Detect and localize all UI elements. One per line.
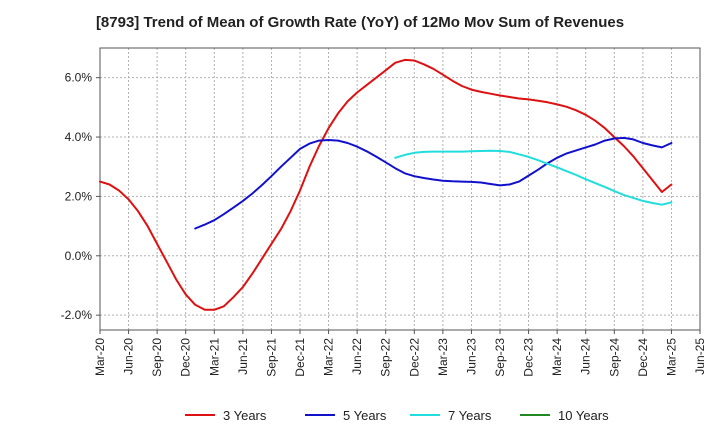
x-tick-label: Mar-21 (207, 338, 221, 376)
x-tick-label: Mar-25 (664, 338, 678, 376)
plot-frame (99, 47, 701, 331)
x-tick-label: Jun-23 (464, 338, 478, 375)
plot-area (100, 48, 700, 330)
x-tick-label: Jun-20 (122, 338, 136, 375)
x-tick-label: Sep-23 (493, 338, 507, 377)
legend-label-3-years: 3 Years (223, 408, 267, 423)
x-tick-label: Mar-22 (322, 338, 336, 376)
x-tick-label: Mar-20 (93, 338, 107, 376)
x-tick-label: Dec-24 (636, 338, 650, 377)
x-tick-label: Jun-21 (236, 338, 250, 375)
x-tick-label: Sep-21 (264, 338, 278, 377)
y-tick-label: 4.0% (65, 130, 93, 144)
legend-label-5-years: 5 Years (343, 408, 387, 423)
series-line-5-years (194, 136, 673, 230)
y-tick-label: -2.0% (61, 308, 93, 322)
y-tick-label: 6.0% (65, 71, 93, 85)
x-tick-label: Dec-20 (179, 338, 193, 377)
x-tick-label: Mar-24 (550, 338, 564, 376)
series-line-3-years (99, 58, 673, 311)
chart-title: [8793] Trend of Mean of Growth Rate (YoY… (95, 14, 625, 31)
x-tick-label: Sep-22 (379, 338, 393, 377)
x-tick-label: Dec-21 (293, 338, 307, 377)
y-tick-label: 0.0% (65, 249, 93, 263)
x-tick-label: Sep-20 (150, 338, 164, 377)
x-tick-label: Mar-23 (436, 338, 450, 376)
x-tick-label: Sep-24 (607, 338, 621, 377)
x-tick-label: Jun-24 (579, 338, 593, 375)
series-line-7-years (394, 149, 673, 206)
legend-label-10-years: 10 Years (558, 408, 609, 423)
x-tick-label: Dec-22 (407, 338, 421, 377)
legend-label-7-years: 7 Years (448, 408, 492, 423)
x-tick-label: Jun-22 (350, 338, 364, 375)
x-tick-label: Dec-23 (522, 338, 536, 377)
y-tick-label: 2.0% (65, 189, 93, 203)
x-tick-label: Jun-25 (693, 338, 707, 375)
